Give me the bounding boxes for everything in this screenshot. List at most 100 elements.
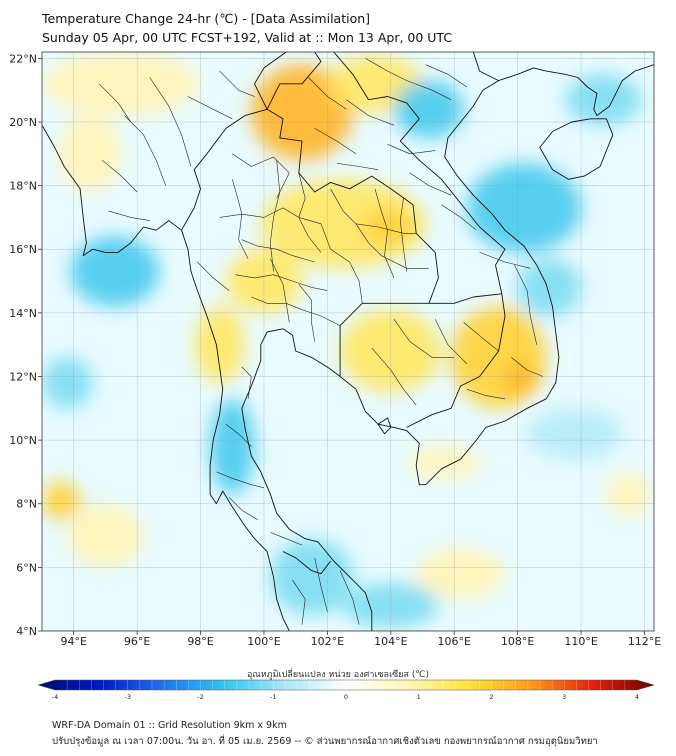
province-boundary [241, 239, 315, 263]
colorbar-tick-label: -1 [270, 693, 276, 701]
colorbar-tick-label: 3 [562, 693, 566, 701]
province-boundary [479, 252, 531, 269]
province-boundary [466, 388, 506, 400]
province-boundary [235, 274, 328, 291]
anomaly-cell-0 [42, 52, 201, 116]
map-title: Temperature Change 24-hr (℃) - [Data Ass… [42, 11, 371, 26]
province-boundary [232, 179, 249, 259]
colorbar-tick-label: -4 [52, 693, 58, 701]
province-boundary [98, 83, 132, 123]
lon-tick-label: 96°E [124, 635, 150, 648]
lat-tick-label: 22°N [9, 52, 37, 65]
province-boundary [371, 347, 417, 406]
lat-tick-label: 14°N [9, 307, 37, 320]
lat-tick-label: 8°N [16, 498, 37, 511]
province-boundary [102, 159, 138, 193]
anomaly-cell-19 [565, 74, 642, 126]
province-boundary [346, 99, 395, 126]
anomaly-field [42, 52, 651, 628]
map-frame [41, 51, 655, 632]
province-boundary [314, 128, 357, 155]
country-border [333, 52, 506, 294]
lat-tick-label: 20°N [9, 116, 37, 129]
province-boundaries [98, 58, 544, 625]
lon-tick-label: 94°E [60, 635, 86, 648]
province-boundary [270, 160, 281, 272]
province-boundary [314, 557, 328, 612]
province-boundary [251, 296, 341, 326]
lat-tick-label: 6°N [16, 561, 37, 574]
model-info: WRF-DA Domain 01 :: Grid Resolution 9km … [52, 720, 287, 731]
colorbar-tick-label: -2 [197, 693, 203, 701]
map-subtitle: Sunday 05 Apr, 00 UTC FCST+192, Valid at… [42, 30, 453, 45]
anomaly-cell-12 [67, 503, 144, 568]
province-boundary [425, 64, 468, 88]
province-boundary [400, 198, 407, 272]
province-boundary [124, 115, 166, 186]
province-boundary [409, 172, 452, 196]
province-boundary [339, 570, 360, 625]
country-border [472, 52, 499, 82]
anomaly-cell-3 [260, 179, 426, 269]
province-boundary [232, 153, 290, 199]
province-boundary [374, 188, 395, 279]
province-boundary [228, 497, 258, 520]
province-boundary [292, 579, 306, 625]
lon-tick-label: 112°E [628, 635, 661, 648]
province-boundary [108, 210, 150, 221]
colorbar-title: อุณหภูมิเปลี่ยนแปลง หน่วย องศาเซลเซียส (… [246, 670, 430, 680]
country-border [339, 302, 429, 377]
province-boundary [270, 532, 303, 546]
country-border [181, 108, 268, 231]
province-boundary [270, 258, 290, 323]
country-border [406, 293, 506, 428]
lon-tick-label: 106°E [438, 635, 471, 648]
anomaly-cell-23 [42, 357, 93, 409]
coastline [42, 124, 290, 631]
anomaly-cell-6 [194, 306, 245, 383]
province-boundary [320, 223, 363, 304]
lat-tick-label: 12°N [9, 370, 37, 383]
lat-tick-label: 16°N [9, 243, 37, 256]
province-boundary [187, 96, 233, 120]
colorbar-tick-label: 1 [417, 693, 421, 701]
anomaly-cell-21 [210, 398, 255, 495]
colorbar-tick-label: -3 [125, 693, 131, 701]
colorbar-tick-label: 4 [635, 693, 639, 701]
island-outline [539, 118, 614, 180]
anomaly-cell-17 [393, 80, 464, 138]
lon-tick-label: 110°E [564, 635, 597, 648]
lon-tick-label: 98°E [187, 635, 213, 648]
country-border [266, 108, 439, 304]
province-boundary [308, 77, 347, 110]
province-boundary [219, 207, 322, 225]
province-boundary [511, 357, 544, 377]
province-boundary [216, 471, 265, 489]
lon-tick-label: 108°E [501, 635, 534, 648]
graticule [42, 52, 654, 631]
province-boundary [219, 70, 255, 97]
lat-tick-label: 4°N [16, 625, 37, 638]
province-boundary [434, 319, 468, 365]
province-boundary [514, 264, 537, 345]
province-boundary [298, 284, 315, 342]
province-boundary [441, 204, 477, 231]
country-border [254, 52, 287, 110]
anomaly-cell-10 [406, 446, 483, 479]
province-boundary [197, 261, 230, 291]
lat-tick-label: 10°N [9, 434, 37, 447]
country-borders [181, 52, 506, 575]
province-boundary [365, 58, 407, 81]
province-boundary [355, 223, 429, 269]
country-border [428, 293, 502, 304]
anomaly-cell-20 [517, 258, 582, 317]
province-boundary [225, 423, 252, 447]
colorbar-tick-label: 2 [489, 693, 493, 701]
anomaly-cell-16 [70, 236, 160, 307]
coastlines [42, 64, 654, 631]
colorbar-tick-label: 0 [344, 693, 348, 701]
country-border [282, 551, 331, 575]
lon-tick-label: 100°E [247, 635, 280, 648]
province-boundary [463, 322, 499, 352]
